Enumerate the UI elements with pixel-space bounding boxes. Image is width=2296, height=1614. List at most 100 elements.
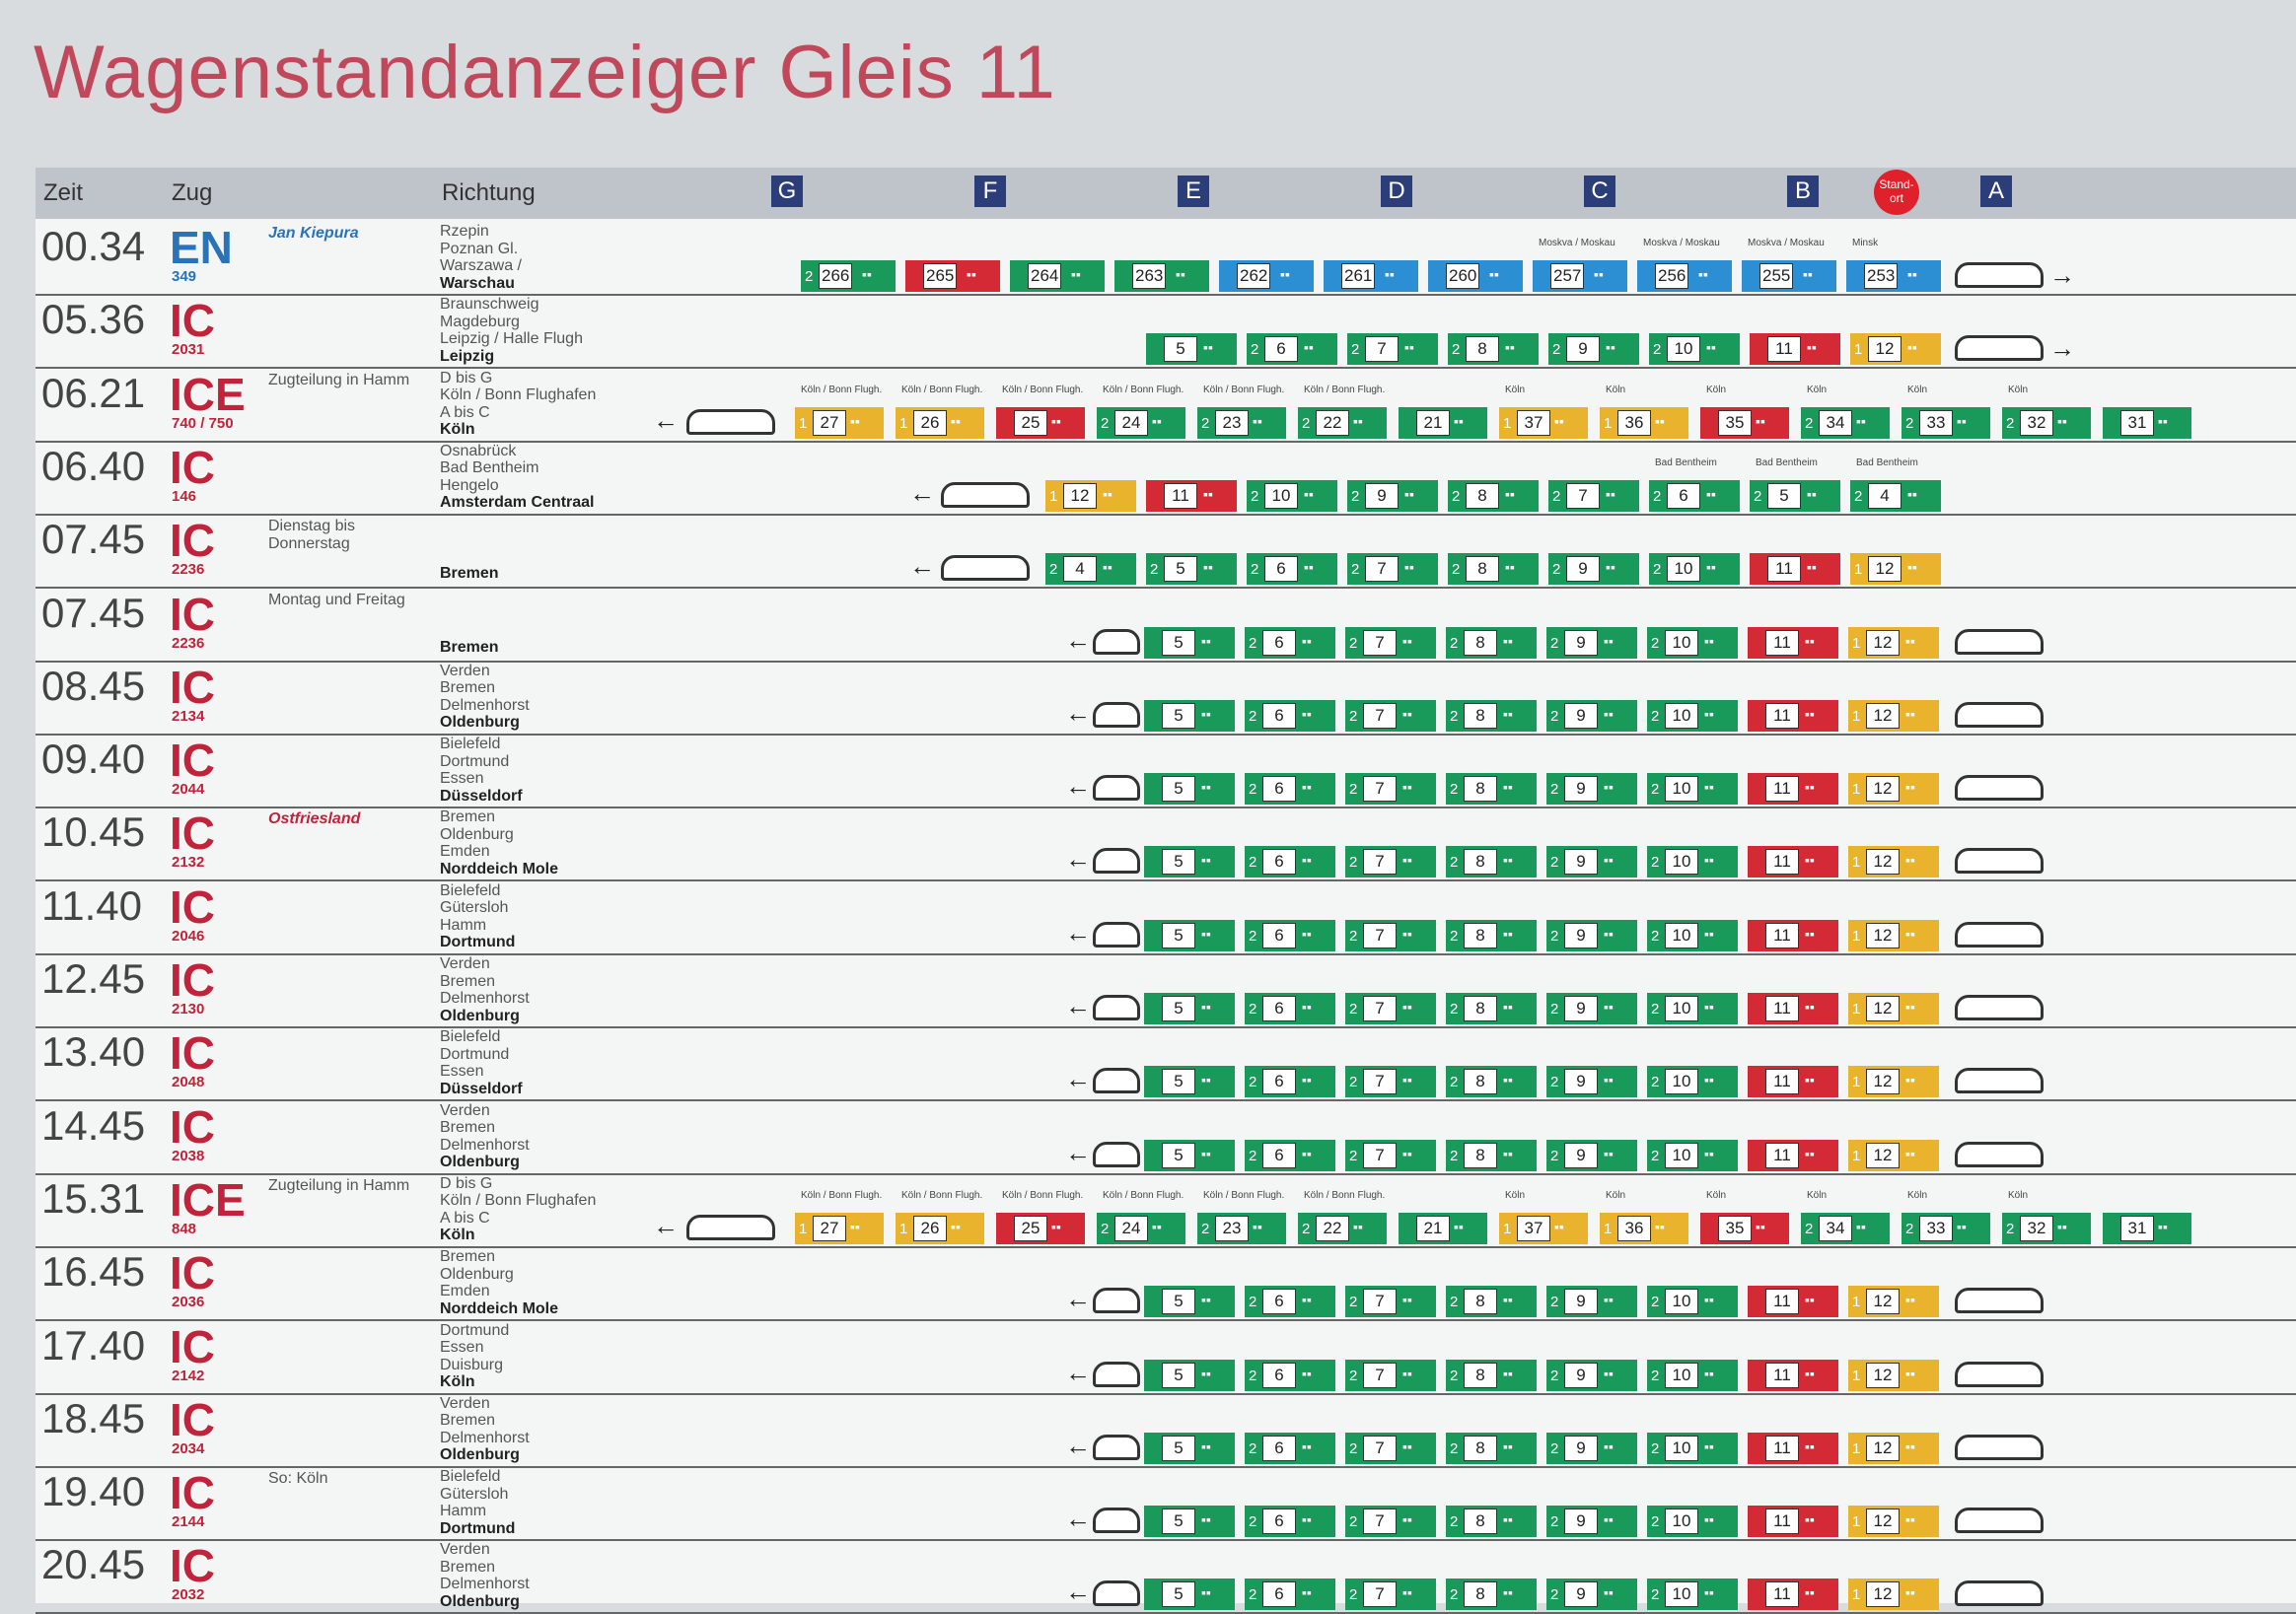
coach-amenity-icon: ▪▪ bbox=[2158, 412, 2168, 429]
coach-number: 11 bbox=[1765, 702, 1799, 729]
coach-class: 2 bbox=[1452, 561, 1461, 579]
coach-number: 7 bbox=[1363, 996, 1397, 1021]
coach: 2 7 ▪▪ bbox=[1345, 1139, 1436, 1171]
coach: 2 6 ▪▪ bbox=[1247, 553, 1337, 586]
route-stops: Verden Bremen Delmenhorst Oldenburg bbox=[440, 1102, 530, 1171]
coach-amenity-icon: ▪▪ bbox=[1905, 1511, 1915, 1528]
coach-class: 2 bbox=[1249, 1513, 1257, 1531]
route-stop: Delmenhorst bbox=[440, 696, 530, 714]
route-stop: Köln / Bonn Flughafen bbox=[440, 386, 597, 404]
coach: 2 6 ▪▪ bbox=[1245, 1432, 1335, 1464]
coach-number: 6 bbox=[1262, 1069, 1296, 1095]
route-stop: Amsterdam Centraal bbox=[440, 494, 595, 512]
coach-number: 23 bbox=[1215, 1215, 1249, 1241]
route-stop: Bielefeld bbox=[440, 736, 501, 753]
coach-class: 2 bbox=[1249, 1294, 1257, 1311]
coach-class: 2 bbox=[1450, 1586, 1459, 1604]
coach-amenity-icon: ▪▪ bbox=[1604, 1365, 1614, 1381]
route-stop: A bis C bbox=[440, 403, 490, 421]
coach-destination: Köln / Bonn Flugh. bbox=[901, 1189, 983, 1201]
locomotive-icon bbox=[1955, 1508, 2044, 1534]
train-type: IC bbox=[170, 661, 215, 713]
coach-amenity-icon: ▪▪ bbox=[1805, 1292, 1815, 1308]
col-zug: Zug bbox=[172, 179, 213, 206]
direction-left-icon: ← bbox=[1065, 991, 1091, 1020]
coach-amenity-icon: ▪▪ bbox=[1604, 1584, 1614, 1601]
coach-amenity-icon: ▪▪ bbox=[1302, 1072, 1312, 1088]
train-row: 12.45 IC 2130 Verden Bremen Delmenhorst Oldenb… bbox=[36, 953, 2296, 1028]
coach-number: 5 bbox=[1162, 1069, 1195, 1095]
coach-class: 2 bbox=[1349, 1074, 1358, 1091]
coach: 2 10 ▪▪ bbox=[1647, 1139, 1738, 1171]
coach-number: 10 bbox=[1665, 629, 1698, 656]
coach-amenity-icon: ▪▪ bbox=[1905, 852, 1915, 869]
train-row: 14.45 IC 2038 Verden Bremen Delmenhorst Oldenb… bbox=[36, 1100, 2296, 1175]
coach-number: 253 bbox=[1864, 263, 1899, 289]
coach: 2 10 ▪▪ bbox=[1647, 773, 1738, 806]
locomotive-icon bbox=[1093, 1434, 1140, 1460]
train-row: 13.40 IC 2048 Bielefeld Dortmund Essen Düsseld… bbox=[36, 1026, 2296, 1102]
coach-number: 10 bbox=[1665, 1289, 1698, 1315]
coach-class: 2 bbox=[1905, 414, 1914, 432]
route-stop: Bielefeld bbox=[440, 1028, 501, 1046]
coach-class: 2 bbox=[1651, 1586, 1660, 1604]
coach-amenity-icon: ▪▪ bbox=[1805, 632, 1815, 649]
coach-class: 1 bbox=[1852, 854, 1861, 872]
coach-amenity-icon: ▪▪ bbox=[1402, 1072, 1412, 1088]
coach-class: 2 bbox=[1249, 1001, 1257, 1018]
direction-left-icon: ← bbox=[1065, 1137, 1091, 1167]
coach-number: 6 bbox=[1264, 336, 1298, 363]
coach-amenity-icon: ▪▪ bbox=[1503, 999, 1513, 1015]
coach-amenity-icon: ▪▪ bbox=[1152, 1218, 1162, 1234]
coach: 2 9 ▪▪ bbox=[1548, 553, 1639, 586]
coach-class: 2 bbox=[1349, 1586, 1358, 1604]
coach-class: 2 bbox=[1550, 927, 1559, 945]
coach: 11 ▪▪ bbox=[1748, 1286, 1838, 1318]
coach-number: 11 bbox=[1164, 482, 1197, 509]
coach-amenity-icon: ▪▪ bbox=[1805, 1365, 1815, 1381]
coach: 2 7 ▪▪ bbox=[1347, 553, 1438, 586]
coach-number: 10 bbox=[1665, 996, 1698, 1021]
coach-amenity-icon: ▪▪ bbox=[1201, 705, 1211, 722]
coach: 11 ▪▪ bbox=[1748, 626, 1838, 659]
coach-number: 11 bbox=[1765, 996, 1799, 1021]
coach-amenity-icon: ▪▪ bbox=[1803, 266, 1813, 282]
coach: 5 ▪▪ bbox=[1144, 1359, 1235, 1391]
coach: 2 9 ▪▪ bbox=[1546, 1506, 1637, 1538]
coach: 2 7 ▪▪ bbox=[1347, 333, 1438, 366]
coach: 1 37 ▪▪ bbox=[1499, 406, 1588, 439]
route-stop: Bad Bentheim bbox=[440, 459, 539, 477]
route-stop: Verden bbox=[440, 955, 490, 972]
coach-number: 6 bbox=[1262, 1509, 1296, 1535]
coach-amenity-icon: ▪▪ bbox=[1704, 999, 1714, 1015]
coach: 1 26 ▪▪ bbox=[896, 406, 984, 439]
coach: 2 8 ▪▪ bbox=[1446, 773, 1537, 806]
coach-number: 8 bbox=[1466, 482, 1499, 509]
train-row: 09.40 IC 2044 Bielefeld Dortmund Essen Düsseld… bbox=[36, 734, 2296, 809]
coach: 2 8 ▪▪ bbox=[1446, 919, 1537, 951]
coach: 2 8 ▪▪ bbox=[1446, 846, 1537, 878]
coach-number: 8 bbox=[1466, 556, 1499, 583]
coach-number: 9 bbox=[1566, 336, 1600, 363]
route-stop: Hengelo bbox=[440, 476, 499, 494]
route-stop: Duisburg bbox=[440, 1356, 504, 1373]
coach-number: 9 bbox=[1564, 1435, 1598, 1461]
coach: 2 7 ▪▪ bbox=[1345, 1579, 1436, 1611]
coach: 2 8 ▪▪ bbox=[1446, 1066, 1537, 1098]
coach: 265 ▪▪ bbox=[905, 260, 1000, 292]
coach: 2 7 ▪▪ bbox=[1345, 1506, 1436, 1538]
coach-amenity-icon: ▪▪ bbox=[862, 266, 872, 282]
coach-amenity-icon: ▪▪ bbox=[1176, 266, 1185, 282]
coach-number: 5 bbox=[1162, 1581, 1195, 1608]
coach-class: 2 bbox=[1550, 1147, 1559, 1164]
coach-class: 2 bbox=[1349, 1147, 1358, 1164]
coach-destination: Köln bbox=[1907, 1189, 1928, 1201]
coach: 5 ▪▪ bbox=[1144, 919, 1235, 951]
coach: 11 ▪▪ bbox=[1750, 333, 1840, 366]
coach-amenity-icon: ▪▪ bbox=[1503, 925, 1513, 942]
route-stops: Bielefeld Dortmund Essen Düsseldorf bbox=[440, 736, 523, 805]
locomotive-icon bbox=[1955, 1580, 2044, 1607]
coach-number: 9 bbox=[1564, 922, 1598, 948]
board-header: Zeit Zug Richtung G F E D C B Stand-ort … bbox=[36, 168, 2296, 219]
coach-class: 1 bbox=[1604, 414, 1613, 432]
